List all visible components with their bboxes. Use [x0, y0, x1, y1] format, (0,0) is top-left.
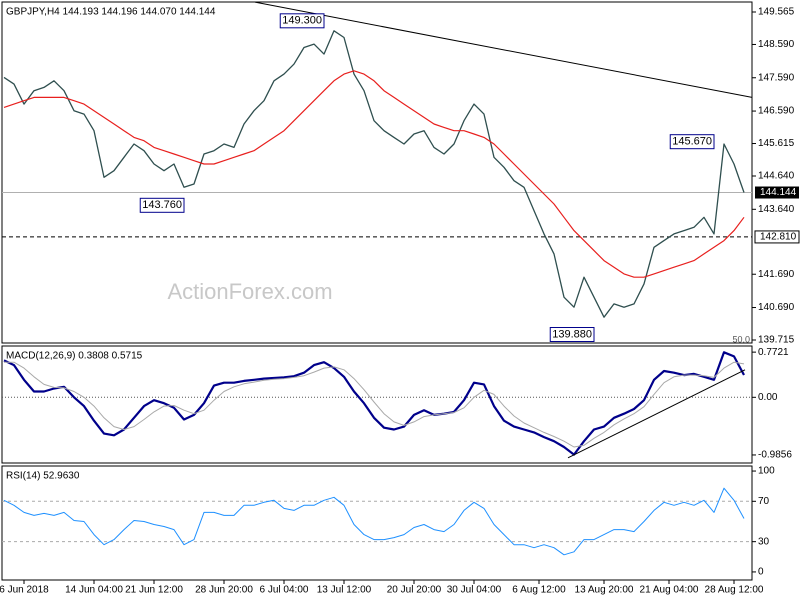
panel-frame: [1, 345, 753, 464]
annotation-label: 149.300: [282, 15, 322, 27]
panel-title: MACD(12,26,9) 0.3808 0.5715: [6, 351, 143, 362]
y-tick-label: 30: [758, 536, 770, 547]
y-tick-label: 0.7721: [758, 347, 789, 358]
level-label: 142.810: [760, 232, 797, 243]
annotation-label: 145.670: [672, 136, 712, 148]
x-tick-label: 30 Jul 04:00: [447, 585, 502, 596]
trend-line: [254, 1, 753, 98]
y-tick-label: 0.00: [758, 392, 778, 403]
series-line: [3, 70, 745, 278]
series-line: [3, 30, 745, 318]
annotation-box: [279, 13, 325, 29]
fib-label: 50.0: [732, 334, 750, 344]
annotation-label: 143.760: [142, 199, 182, 211]
x-tick-label: 6 Jul 04:00: [260, 585, 309, 596]
panel-title: RSI(14) 52.9630: [6, 471, 80, 482]
x-tick-label: 20 Jul 20:00: [387, 585, 442, 596]
y-tick-label: 0: [758, 567, 764, 578]
x-tick-label: 6 Jun 2018: [0, 585, 49, 596]
y-tick-label: 141.690: [758, 269, 795, 280]
x-tick-label: 21 Aug 04:00: [640, 585, 699, 596]
y-tick-label: 139.715: [758, 335, 795, 346]
x-tick-label: 28 Jun 20:00: [195, 585, 253, 596]
y-tick-label: 148.590: [758, 39, 795, 50]
watermark: ActionForex.com: [167, 279, 332, 304]
y-tick-label: -0.9856: [758, 450, 792, 461]
y-tick-label: 70: [758, 496, 770, 507]
y-tick-label: 146.590: [758, 106, 795, 117]
trend-line: [567, 369, 746, 459]
x-tick-label: 13 Aug 20:00: [575, 585, 634, 596]
y-tick-label: 100: [758, 466, 775, 477]
x-tick-label: 21 Jun 12:00: [125, 585, 183, 596]
annotation-label: 139.880: [552, 328, 592, 340]
y-tick-label: 143.640: [758, 204, 795, 215]
y-tick-label: 144.640: [758, 171, 795, 182]
y-tick-label: 140.690: [758, 302, 795, 313]
y-tick-label: 147.590: [758, 72, 795, 83]
series-line: [3, 487, 745, 556]
level-box: [754, 230, 800, 244]
series-line: [3, 351, 745, 456]
x-tick-label: 28 Aug 12:00: [705, 585, 764, 596]
last-price-box: [755, 186, 799, 199]
x-tick-label: 14 Jun 04:00: [65, 585, 123, 596]
panel-title: GBPJPY,H4 144.193 144.196 144.070 144.14…: [6, 7, 216, 18]
panel-frame: [1, 1, 753, 344]
annotation-box: [139, 197, 185, 213]
panel-frame: [1, 465, 753, 581]
annotation-box: [549, 327, 595, 343]
x-tick-label: 13 Jul 12:00: [317, 585, 372, 596]
y-tick-label: 145.615: [758, 138, 795, 149]
last-price-label: 144.144: [760, 187, 797, 198]
y-tick-label: 149.565: [758, 7, 795, 18]
x-tick-label: 6 Aug 12:00: [512, 585, 566, 596]
annotation-box: [669, 134, 715, 150]
series-line: [4, 361, 745, 448]
